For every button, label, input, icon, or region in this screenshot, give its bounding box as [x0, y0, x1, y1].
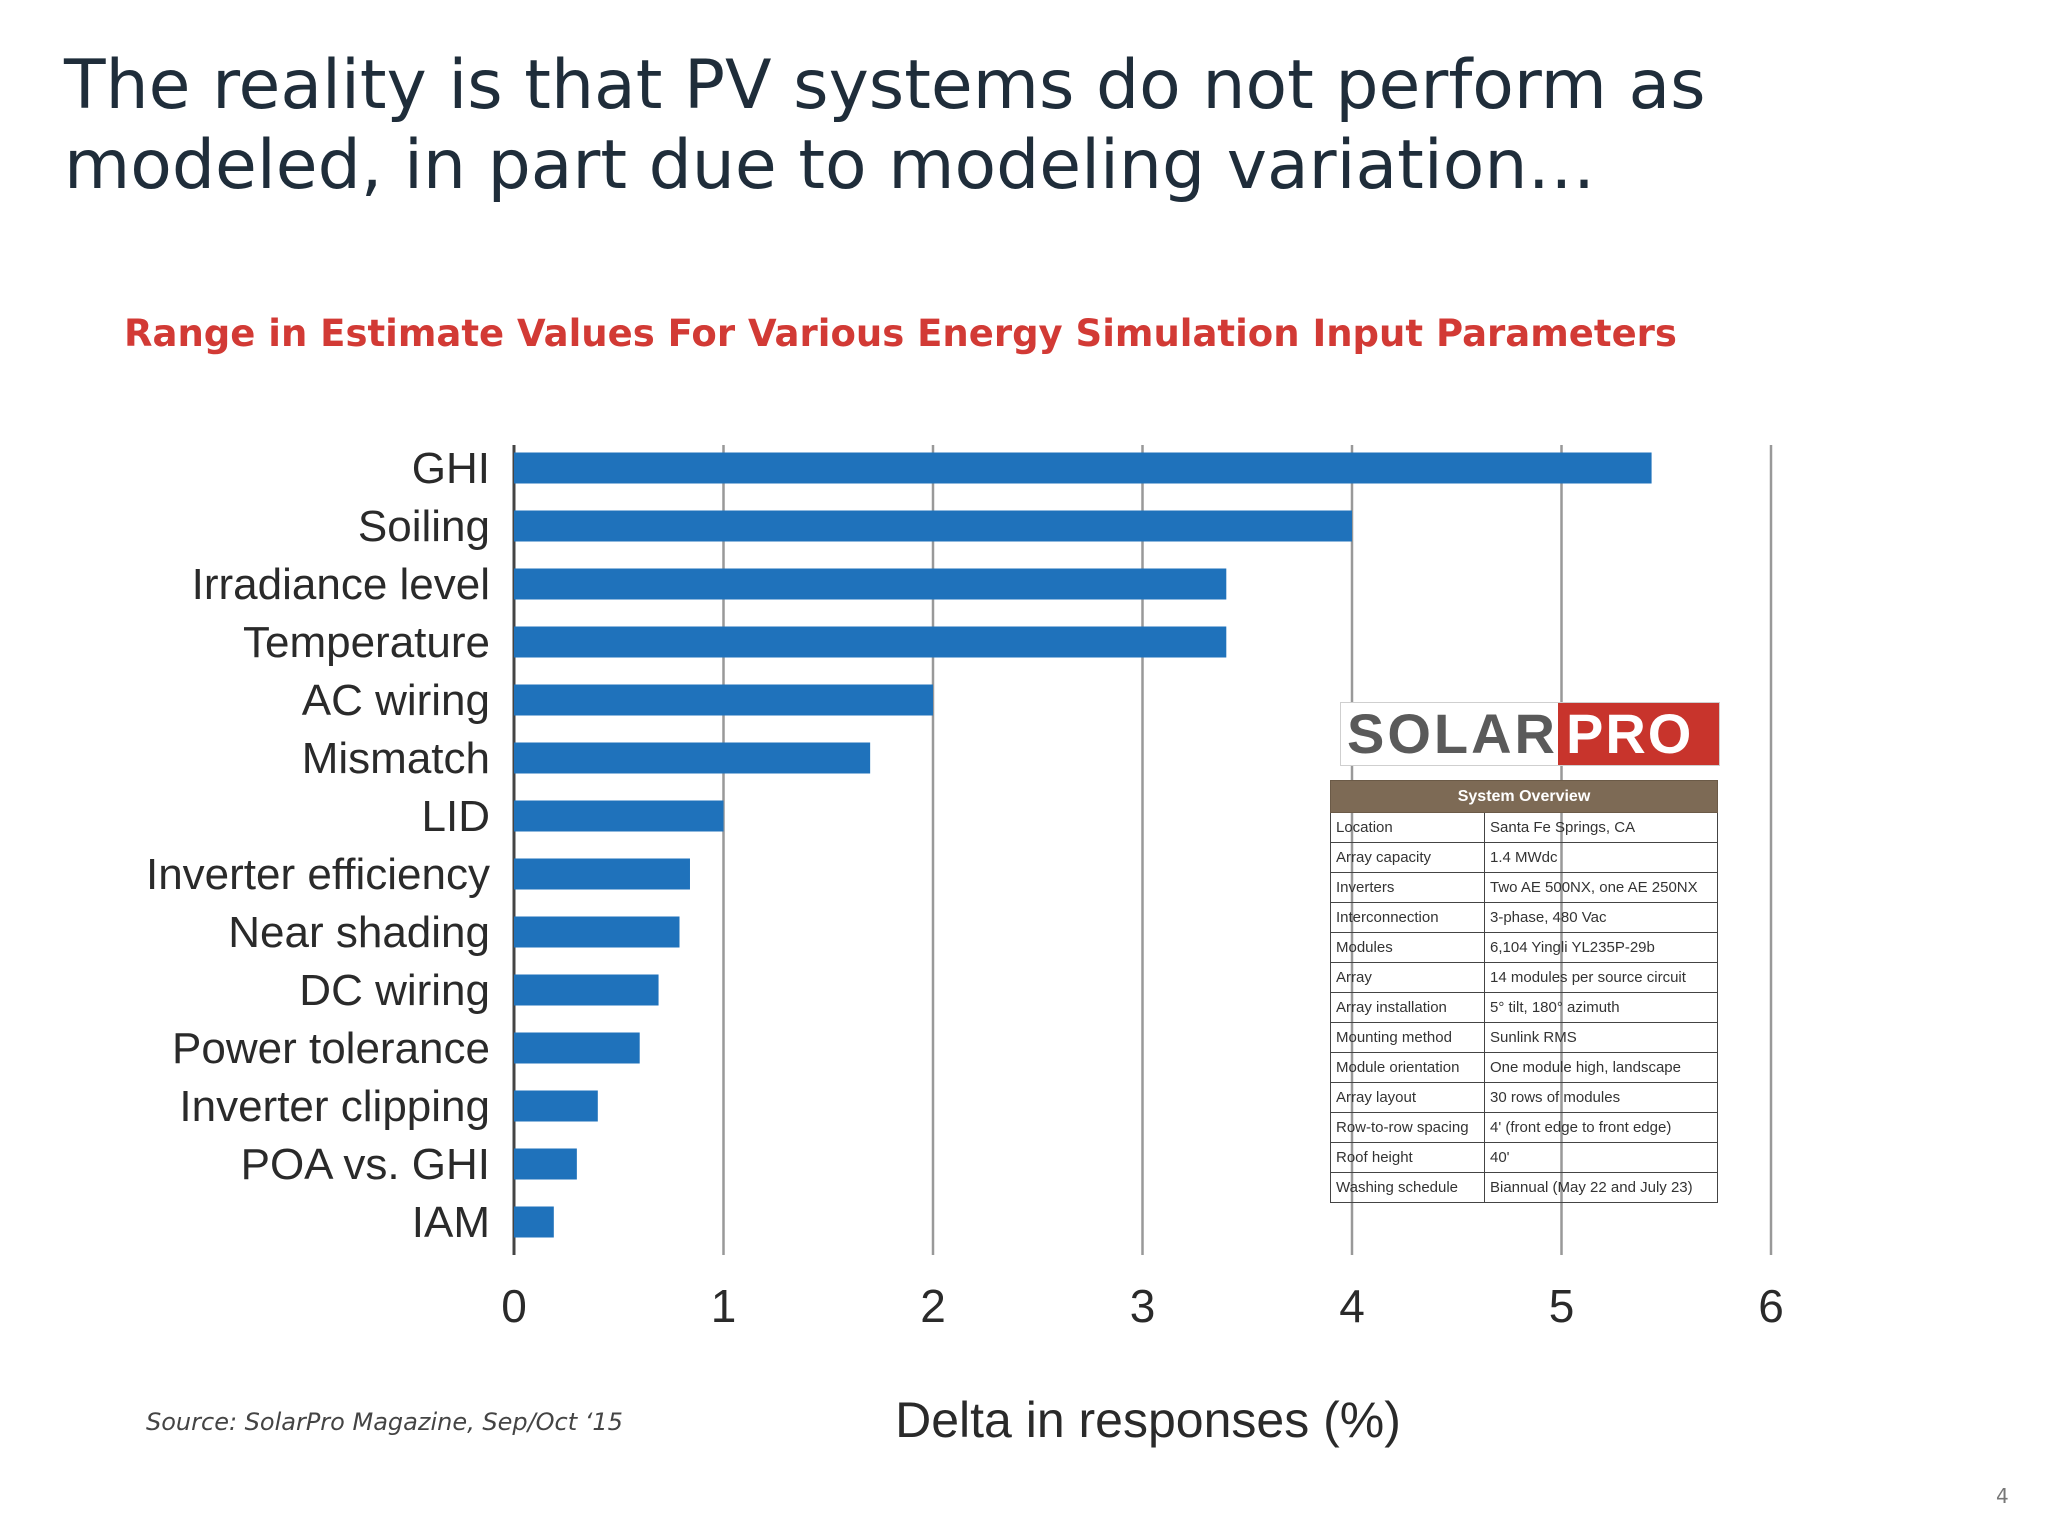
- overview-value: 4' (front edge to front edge): [1484, 1112, 1718, 1143]
- overview-row: Modules 6,104 Yingli YL235P-29b: [1330, 932, 1718, 963]
- overview-key: Roof height: [1330, 1142, 1485, 1173]
- overview-key: Module orientation: [1330, 1052, 1485, 1083]
- category-label: LID: [422, 792, 490, 841]
- overview-value: 40': [1484, 1142, 1718, 1173]
- overview-value: 6,104 Yingli YL235P-29b: [1484, 932, 1718, 963]
- overview-row: Array installation 5° tilt, 180° azimuth: [1330, 992, 1718, 1023]
- overview-row: Mounting method Sunlink RMS: [1330, 1022, 1718, 1053]
- overview-key: Row-to-row spacing: [1330, 1112, 1485, 1143]
- category-label: Inverter clipping: [179, 1082, 490, 1131]
- bar: [514, 1090, 598, 1122]
- overview-row: Array capacity 1.4 MWdc: [1330, 842, 1718, 873]
- bar: [514, 1206, 554, 1238]
- overview-value: One module high, landscape: [1484, 1052, 1718, 1083]
- category-label: POA vs. GHI: [241, 1140, 490, 1189]
- bar: [514, 1032, 640, 1064]
- overview-value: 3-phase, 480 Vac: [1484, 902, 1718, 933]
- overview-row: Location Santa Fe Springs, CA: [1330, 812, 1718, 843]
- overview-value: 14 modules per source circuit: [1484, 962, 1718, 993]
- overview-key: Array: [1330, 962, 1485, 993]
- overview-key: Modules: [1330, 932, 1485, 963]
- bar: [514, 974, 659, 1006]
- overview-value: Sunlink RMS: [1484, 1022, 1718, 1053]
- category-label: IAM: [412, 1198, 490, 1247]
- overview-value: 30 rows of modules: [1484, 1082, 1718, 1113]
- system-overview-panel: SOLAR PRO System Overview Location Santa …: [1330, 702, 1725, 1203]
- category-label: Temperature: [243, 618, 490, 667]
- x-axis-title: Delta in responses (%): [895, 1392, 1401, 1448]
- overview-key: Inverters: [1330, 872, 1485, 903]
- x-tick-label: 0: [501, 1280, 527, 1332]
- x-tick-label: 4: [1339, 1280, 1365, 1332]
- x-tick-label: 5: [1549, 1280, 1575, 1332]
- source-note: Source: SolarPro Magazine, Sep/Oct ‘15: [146, 1408, 623, 1436]
- logo-pro-text: PRO: [1558, 703, 1719, 765]
- category-label: Inverter efficiency: [146, 850, 490, 899]
- x-tick-label: 2: [920, 1280, 946, 1332]
- category-label: Near shading: [228, 908, 490, 957]
- x-tick-label: 6: [1758, 1280, 1784, 1332]
- overview-key: Mounting method: [1330, 1022, 1485, 1053]
- bar: [514, 800, 724, 832]
- bar: [514, 626, 1227, 658]
- bar: [514, 452, 1652, 484]
- system-overview-table: System Overview Location Santa Fe Springs…: [1330, 780, 1718, 1203]
- category-labels: GHI Soiling Irradiance level Temperature AC …: [146, 444, 490, 1247]
- system-overview-rows: Location Santa Fe Springs, CA Array capaci…: [1330, 812, 1718, 1203]
- bar: [514, 510, 1352, 542]
- bar: [514, 742, 871, 774]
- bar: [514, 1148, 577, 1180]
- category-label: Power tolerance: [172, 1024, 490, 1073]
- overview-row: Module orientation One module high, lands…: [1330, 1052, 1718, 1083]
- category-label: DC wiring: [299, 966, 490, 1015]
- overview-row: Row-to-row spacing 4' (front edge to fron…: [1330, 1112, 1718, 1143]
- overview-key: Array capacity: [1330, 842, 1485, 873]
- overview-key: Array layout: [1330, 1082, 1485, 1113]
- overview-row: Array 14 modules per source circuit: [1330, 962, 1718, 993]
- x-tick-label: 1: [711, 1280, 737, 1332]
- solarpro-logo: SOLAR PRO: [1340, 702, 1720, 766]
- bars: [514, 452, 1652, 1238]
- page-number: 4: [1996, 1484, 2009, 1508]
- overview-row: Washing schedule Biannual (May 22 and Jul…: [1330, 1172, 1718, 1203]
- overview-key: Array installation: [1330, 992, 1485, 1023]
- bar: [514, 568, 1227, 600]
- category-label: Mismatch: [302, 734, 490, 783]
- category-label: GHI: [412, 444, 490, 493]
- overview-row: Inverters Two AE 500NX, one AE 250NX: [1330, 872, 1718, 903]
- overview-key: Washing schedule: [1330, 1172, 1485, 1203]
- overview-row: Array layout 30 rows of modules: [1330, 1082, 1718, 1113]
- logo-solar-text: SOLAR: [1341, 703, 1558, 765]
- overview-row: Interconnection 3-phase, 480 Vac: [1330, 902, 1718, 933]
- overview-value: Two AE 500NX, one AE 250NX: [1484, 872, 1718, 903]
- overview-value: Santa Fe Springs, CA: [1484, 812, 1718, 843]
- chart-title: Range in Estimate Values For Various Ene…: [124, 312, 1677, 355]
- system-overview-header: System Overview: [1330, 780, 1718, 813]
- overview-key: Location: [1330, 812, 1485, 843]
- bar: [514, 916, 680, 948]
- x-tick-label: 3: [1130, 1280, 1156, 1332]
- category-label: Irradiance level: [192, 560, 490, 609]
- category-label: Soiling: [358, 502, 490, 551]
- overview-row: Roof height 40': [1330, 1142, 1718, 1173]
- overview-value: 5° tilt, 180° azimuth: [1484, 992, 1718, 1023]
- overview-value: 1.4 MWdc: [1484, 842, 1718, 873]
- overview-value: Biannual (May 22 and July 23): [1484, 1172, 1718, 1203]
- bar: [514, 684, 933, 716]
- category-label: AC wiring: [302, 676, 490, 725]
- x-tick-labels: 0 1 2 3 4 5 6: [501, 1280, 1784, 1332]
- overview-key: Interconnection: [1330, 902, 1485, 933]
- slide-title: The reality is that PV systems do not pe…: [64, 46, 1706, 205]
- bar: [514, 858, 690, 890]
